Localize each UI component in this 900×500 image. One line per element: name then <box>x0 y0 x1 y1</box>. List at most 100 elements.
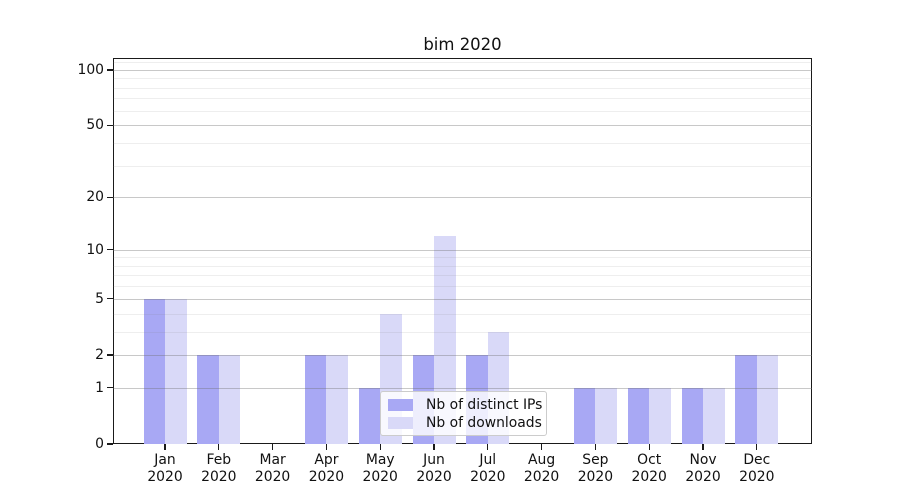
gridline-major <box>113 387 812 389</box>
x-tick-label: Feb 2020 <box>184 452 254 485</box>
x-tick-mark <box>541 444 543 450</box>
y-tick-mark <box>107 196 113 198</box>
y-tick-label: 10 <box>86 241 104 258</box>
x-tick-mark <box>433 444 435 450</box>
x-tick-mark <box>487 444 489 450</box>
gridline-minor <box>113 286 812 288</box>
x-tick-month: Jan <box>154 452 176 468</box>
legend-swatch-downloads-icon <box>388 417 413 429</box>
x-tick-month: May <box>365 452 395 468</box>
gridline-major <box>113 249 812 251</box>
x-tick-label: Sep 2020 <box>560 452 630 485</box>
bar-downloads-sep <box>595 387 617 444</box>
y-tick-mark <box>107 249 113 251</box>
y-tick-mark <box>107 69 113 71</box>
gridline-minor <box>113 257 812 259</box>
x-tick-year: 2020 <box>416 468 452 485</box>
gridline-minor <box>113 313 812 315</box>
x-tick-year: 2020 <box>739 468 775 485</box>
x-tick-month: Nov <box>689 452 717 468</box>
gridline-major <box>113 197 812 199</box>
x-tick-year: 2020 <box>201 468 237 485</box>
x-tick-month: Jun <box>423 452 445 468</box>
bar-ips-apr <box>304 354 327 444</box>
bar-downloads-feb <box>218 354 241 444</box>
y-tick-label: 1 <box>95 379 104 396</box>
x-tick-label: Apr 2020 <box>291 452 361 485</box>
plot-area <box>113 58 812 444</box>
x-tick-label: Aug 2020 <box>507 452 577 485</box>
chart-title: bim 2020 <box>423 35 502 54</box>
x-tick-year: 2020 <box>685 468 721 485</box>
y-tick-mark <box>107 387 113 389</box>
gridline-minor <box>113 142 812 144</box>
x-tick-mark <box>379 444 381 450</box>
gridline-minor <box>113 110 812 112</box>
x-tick-month: Feb <box>206 452 232 468</box>
x-tick-year: 2020 <box>147 468 183 485</box>
x-tick-mark <box>325 444 327 450</box>
bar-ips-jan <box>143 298 165 444</box>
gridline-minor <box>113 275 812 277</box>
y-tick-mark <box>107 124 113 126</box>
x-tick-mark <box>594 444 596 450</box>
legend-label: Nb of distinct IPs <box>426 397 543 413</box>
x-tick-label: Jul 2020 <box>453 452 523 485</box>
x-tick-label: May 2020 <box>345 452 415 485</box>
y-tick-label: 50 <box>86 117 104 134</box>
x-tick-mark <box>164 444 166 450</box>
gridline-major <box>113 354 812 356</box>
x-tick-mark <box>702 444 704 450</box>
gridline-minor <box>113 87 812 89</box>
y-tick-label: 5 <box>95 290 104 307</box>
x-tick-mark <box>648 444 650 450</box>
y-tick-label: 100 <box>77 61 104 78</box>
x-tick-month: Jul <box>479 452 497 468</box>
x-tick-label: Jan 2020 <box>130 452 200 485</box>
x-tick-label: Mar 2020 <box>238 452 308 485</box>
y-tick-mark <box>107 443 113 445</box>
y-tick-mark <box>107 298 113 300</box>
x-tick-year: 2020 <box>631 468 667 485</box>
legend-swatch-ips-icon <box>388 399 413 411</box>
bar-ips-nov <box>681 387 703 444</box>
x-tick-month: Apr <box>314 452 339 468</box>
legend-label: Nb of downloads <box>426 415 542 431</box>
x-tick-label: Jun 2020 <box>399 452 469 485</box>
x-tick-year: 2020 <box>523 468 560 485</box>
x-tick-year: 2020 <box>470 468 506 485</box>
y-tick-label: 20 <box>86 189 104 206</box>
x-tick-label: Dec 2020 <box>722 452 792 485</box>
x-tick-year: 2020 <box>254 468 291 485</box>
y-tick-label: 2 <box>95 346 104 363</box>
x-tick-year: 2020 <box>308 468 345 485</box>
bar-downloads-nov <box>703 387 725 444</box>
gridline-minor <box>113 165 812 167</box>
x-tick-mark <box>756 444 758 450</box>
bar-ips-dec <box>735 354 757 444</box>
x-tick-month: Oct <box>637 452 662 468</box>
bar-downloads-dec <box>756 354 779 444</box>
x-tick-month: Sep <box>582 452 609 468</box>
bar-ips-oct <box>627 387 650 444</box>
gridline-minor <box>113 78 812 80</box>
x-tick-mark <box>272 444 274 450</box>
x-tick-month: Mar <box>259 452 286 468</box>
y-tick-label: 0 <box>95 436 104 452</box>
x-tick-mark <box>218 444 220 450</box>
bar-ips-may <box>358 387 381 444</box>
x-tick-year: 2020 <box>577 468 614 485</box>
x-tick-year: 2020 <box>362 468 398 485</box>
x-tick-month: Dec <box>743 452 771 468</box>
legend-item-distinct-ips: Nb of distinct IPs <box>381 396 546 414</box>
x-tick-label: Nov 2020 <box>668 452 738 485</box>
gridline-major <box>113 69 812 71</box>
x-tick-month: Aug <box>528 452 556 468</box>
y-tick-mark <box>107 354 113 356</box>
gridline-minor <box>113 331 812 333</box>
bar-ips-sep <box>573 387 596 444</box>
gridline-minor <box>113 62 812 64</box>
gridline-major <box>113 125 812 127</box>
bar-ips-feb <box>197 354 219 444</box>
